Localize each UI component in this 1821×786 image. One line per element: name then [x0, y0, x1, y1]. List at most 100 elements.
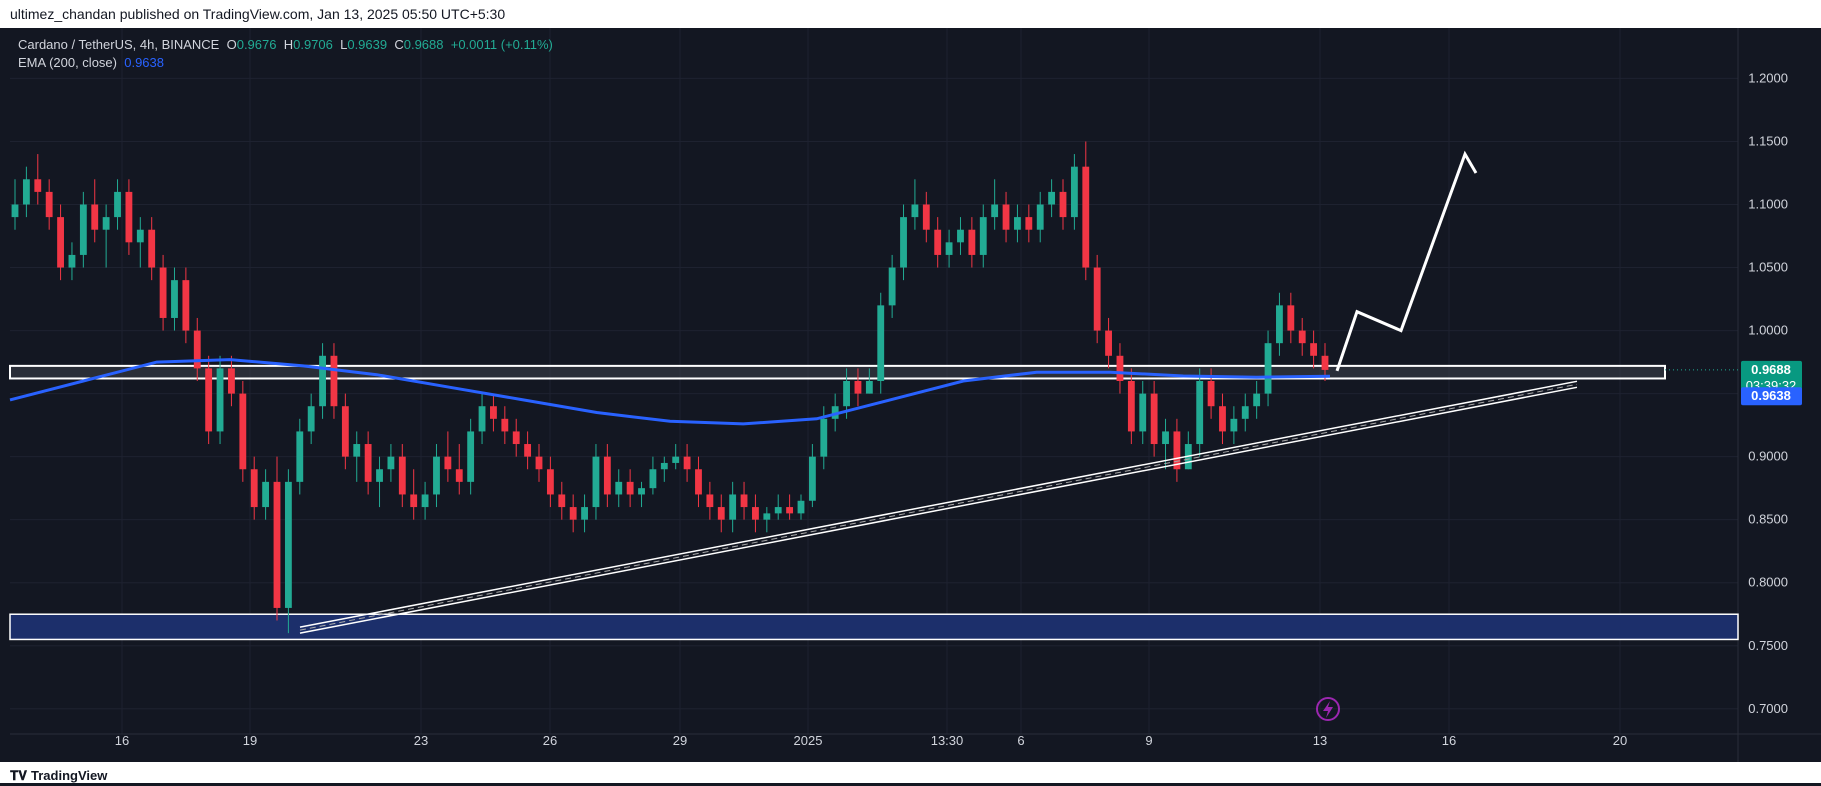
candle-down [239, 381, 247, 482]
ema-label[interactable]: EMA (200, close) [18, 55, 117, 70]
candle-body [786, 507, 794, 514]
candle-down [45, 179, 53, 230]
candle-up [1230, 406, 1238, 445]
candle-body [330, 355, 338, 407]
candle-body [1025, 217, 1033, 230]
candle-body [102, 217, 110, 230]
candle-body [159, 267, 167, 318]
x-tick-label: 16 [115, 733, 129, 748]
candle-body [1321, 355, 1329, 370]
candle-down [695, 456, 702, 508]
candle-up [877, 292, 885, 394]
candle-body [683, 456, 691, 470]
candle-down [1287, 292, 1295, 344]
candle-down [752, 494, 759, 533]
candle-body [1264, 343, 1272, 394]
candle-body [114, 191, 121, 218]
y-tick-label: 1.0500 [1748, 260, 1788, 275]
candle-body [34, 179, 42, 192]
candle-down [455, 444, 463, 495]
candle-down [125, 179, 133, 255]
last-price-label-bg [1741, 360, 1802, 395]
close-value: 0.9688 [403, 37, 444, 52]
candle-down [410, 469, 418, 520]
candle-body [649, 469, 657, 489]
candle-down [569, 494, 577, 533]
candle-body [1276, 305, 1283, 344]
candle-down [57, 204, 64, 281]
candle-down [193, 317, 201, 381]
candle-body [808, 456, 816, 501]
candle-body [398, 456, 406, 495]
close-label: C [394, 37, 404, 52]
candle-up [945, 229, 953, 268]
candle-body [1105, 330, 1112, 356]
projection-arrow [1335, 150, 1478, 372]
tradingview-logo-icon: 𝐓𝐕 [10, 768, 27, 783]
trendline-middle [299, 383, 1578, 631]
x-tick-label: 29 [673, 733, 687, 748]
y-tick-label: 0.7500 [1748, 638, 1788, 653]
candle-body [672, 456, 680, 463]
candle-body [228, 368, 235, 394]
lightning-icon[interactable] [1316, 697, 1340, 721]
candle-body [1127, 381, 1135, 432]
candle-down [717, 494, 725, 533]
resistance-zone [9, 364, 1666, 380]
candle-up [478, 393, 486, 445]
ema-line [9, 358, 1331, 426]
candle-body [273, 481, 281, 608]
open-value: 0.9676 [236, 37, 277, 52]
candle-body [1196, 381, 1204, 445]
candle-body [603, 456, 611, 495]
candle-body [546, 469, 554, 495]
candle-body [706, 494, 714, 508]
candle-down [1093, 254, 1101, 344]
candle-down [148, 217, 156, 281]
candle-down [706, 481, 714, 520]
candle-body [1219, 406, 1226, 432]
candle-up [957, 217, 964, 255]
candle-body [957, 229, 964, 243]
y-tick-label: 1.2000 [1748, 70, 1788, 85]
candle-body [1059, 191, 1067, 218]
candle-down [341, 393, 349, 470]
candle-body [171, 280, 178, 318]
candle-up [296, 418, 304, 495]
candle-down [558, 481, 566, 520]
candle-down [91, 179, 99, 243]
candle-body [319, 355, 326, 407]
price-chart[interactable]: 1.20001.15001.10001.05001.00000.95000.90… [0, 28, 1821, 762]
candle-body [296, 431, 304, 482]
candle-body [592, 456, 600, 508]
candle-down [205, 355, 213, 445]
candle-body [341, 406, 349, 457]
candle-down [934, 217, 942, 268]
trendline-upper [299, 380, 1578, 628]
candle-body [1139, 393, 1147, 432]
candle-up [763, 507, 771, 533]
support-zone [9, 613, 1739, 641]
candle-down [1150, 381, 1158, 457]
candle-down [490, 393, 497, 432]
candle-body [934, 229, 942, 255]
x-tick-label: 13:30 [931, 733, 964, 748]
candle-body [854, 381, 862, 394]
candle-body [433, 456, 440, 495]
candle-down [250, 456, 258, 520]
tradingview-logo[interactable]: 𝐓𝐕 TradingView [10, 765, 107, 786]
symbol-name[interactable]: Cardano / TetherUS, 4h, BINANCE [18, 37, 220, 52]
candle-body [729, 494, 737, 520]
candle-up [638, 481, 645, 508]
candle-body [991, 204, 999, 218]
candle-body [1162, 431, 1169, 445]
candle-up [797, 494, 805, 520]
y-tick-label: 0.9000 [1748, 449, 1788, 464]
candle-body [57, 217, 64, 268]
candle-down [1105, 317, 1112, 369]
lightning-icon-circle [1316, 697, 1340, 721]
candle-body [877, 305, 885, 381]
lightning-icon-bolt [1323, 701, 1333, 718]
candle-down [1127, 368, 1135, 445]
candle-body [45, 191, 53, 218]
